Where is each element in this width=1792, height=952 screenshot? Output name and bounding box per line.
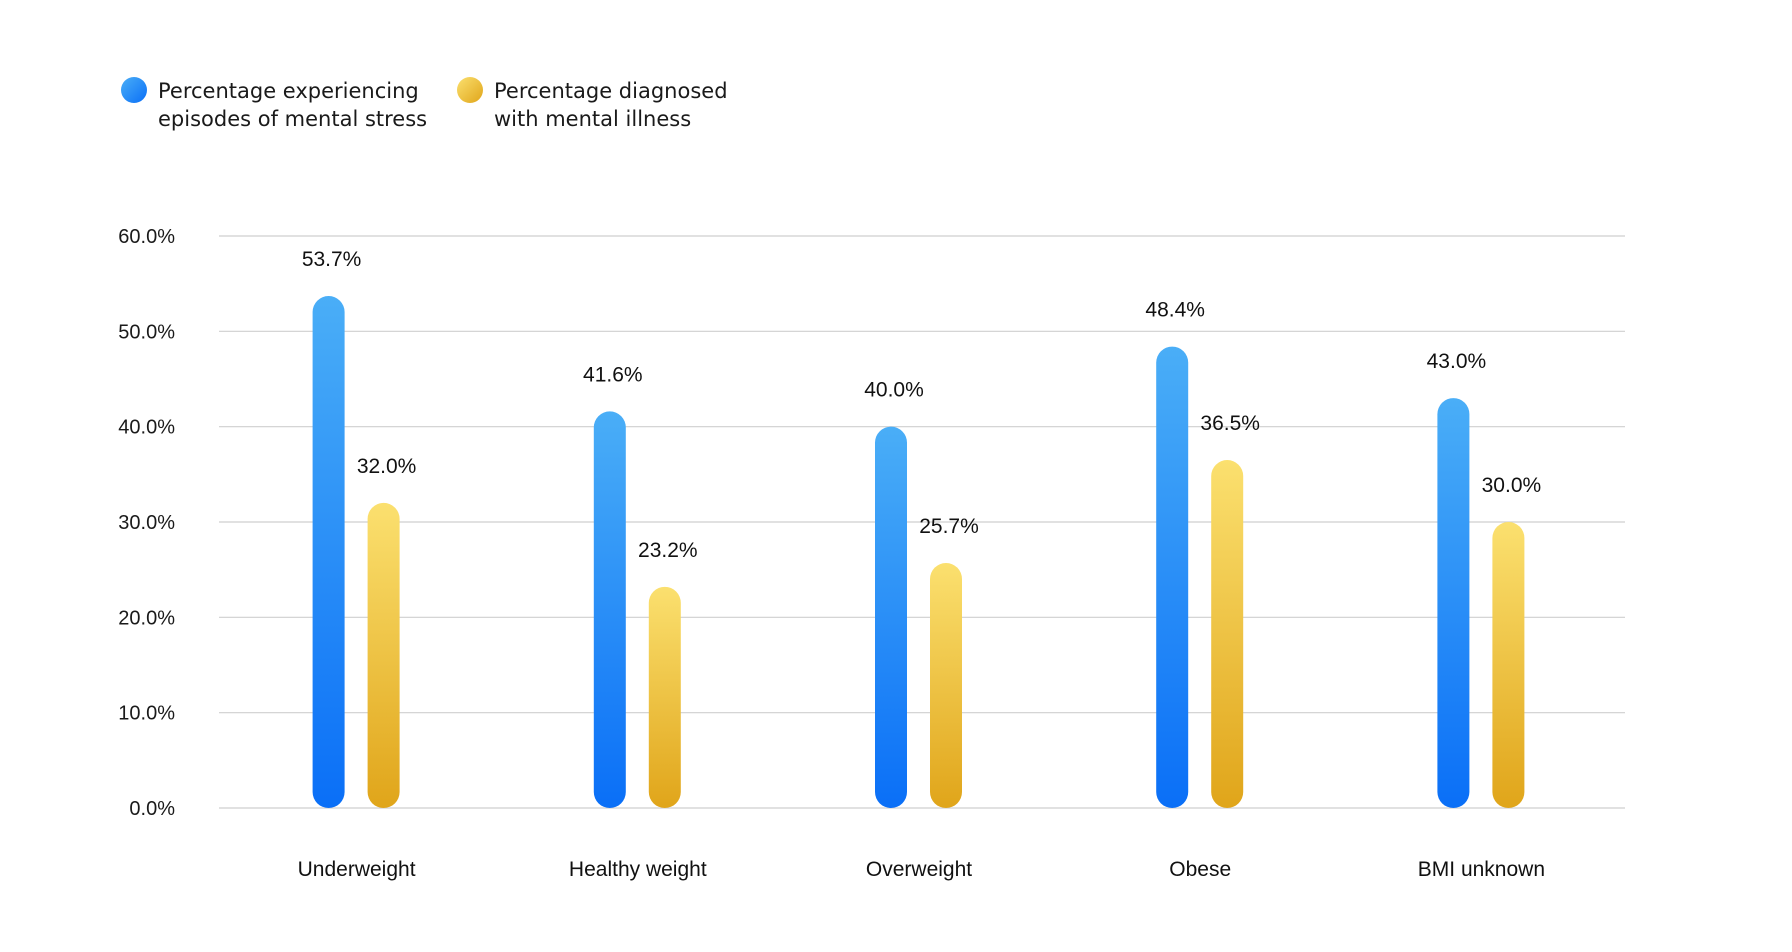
- x-tick-label: Healthy weight: [569, 858, 707, 881]
- bar-mental-stress: [312, 296, 345, 808]
- x-axis: Underweight Healthy weight Overweight Obese…: [298, 858, 1545, 881]
- y-tick-label: 20.0%: [118, 607, 175, 629]
- legend-swatch-2: [457, 77, 483, 103]
- legend-label: Percentage experiencing: [158, 79, 419, 103]
- data-label: 32.0%: [357, 455, 417, 478]
- y-tick-label: 30.0%: [118, 512, 175, 534]
- y-tick-label: 60.0%: [118, 226, 175, 248]
- bar-mental-stress: [1437, 398, 1470, 808]
- y-tick-label: 40.0%: [118, 417, 175, 439]
- legend-item: Percentage experiencing episodes of menta…: [121, 77, 427, 131]
- y-tick-label: 0.0%: [129, 798, 175, 820]
- bar-mental-stress: [1156, 346, 1189, 808]
- bar-mental-stress: [593, 411, 626, 808]
- bar-mental-illness: [648, 586, 681, 808]
- bars: [312, 296, 1525, 808]
- bar-mental-illness: [1211, 460, 1244, 808]
- bar-mental-stress: [875, 426, 907, 808]
- data-label: 36.5%: [1200, 412, 1260, 435]
- gridlines: [219, 235, 1625, 809]
- y-axis: 0.0% 10.0% 20.0% 30.0% 40.0% 50.0% 60.0%: [118, 226, 175, 820]
- legend-item: Percentage diagnosed with mental illness: [457, 77, 728, 131]
- legend-label: Percentage diagnosed: [494, 79, 728, 103]
- x-tick-label: BMI unknown: [1418, 858, 1545, 881]
- data-label: 23.2%: [638, 539, 698, 562]
- data-label: 40.0%: [864, 379, 924, 402]
- legend-label: episodes of mental stress: [158, 107, 427, 131]
- data-label: 41.6%: [583, 363, 643, 386]
- data-label: 43.0%: [1427, 350, 1487, 373]
- y-tick-label: 10.0%: [118, 703, 175, 725]
- x-tick-label: Overweight: [866, 858, 972, 881]
- legend-swatch-1: [121, 77, 147, 103]
- data-label: 53.7%: [302, 248, 362, 271]
- data-label: 30.0%: [1482, 474, 1542, 497]
- legend-label: with mental illness: [494, 107, 691, 131]
- y-tick-label: 50.0%: [118, 321, 175, 343]
- x-tick-label: Underweight: [298, 858, 416, 881]
- data-label: 48.4%: [1145, 299, 1205, 322]
- data-label: 25.7%: [919, 515, 979, 538]
- x-tick-label: Obese: [1169, 858, 1231, 881]
- value-labels: 53.7% 32.0% 41.6% 23.2% 40.0% 25.7% 48.4% 36.5%…: [302, 248, 1541, 562]
- bar-mental-illness: [1492, 522, 1525, 808]
- legend: Percentage experiencing episodes of menta…: [121, 77, 728, 131]
- bar-mental-illness: [367, 502, 400, 808]
- bar-mental-illness: [930, 562, 962, 808]
